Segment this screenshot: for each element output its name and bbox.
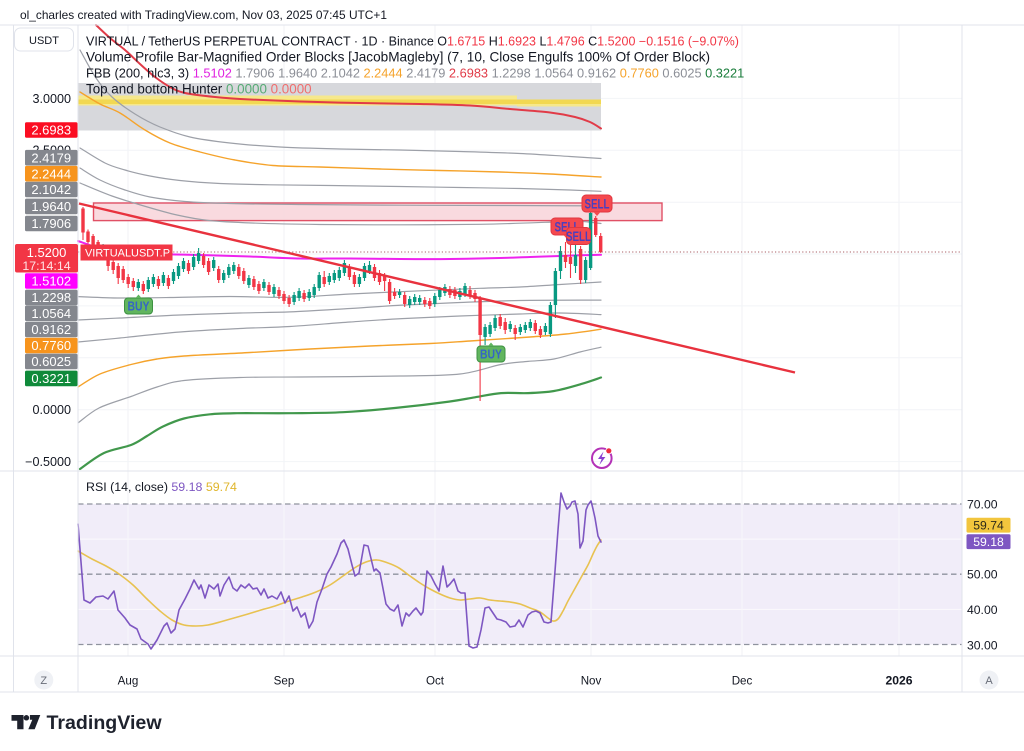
svg-text:2.1042: 2.1042 [31, 182, 71, 197]
svg-text:BUY: BUY [480, 347, 502, 362]
svg-text:Nov: Nov [581, 675, 602, 688]
svg-text:2.6983: 2.6983 [31, 123, 71, 138]
svg-text:0.7760: 0.7760 [31, 338, 71, 353]
svg-text:1.9640: 1.9640 [31, 199, 71, 214]
svg-text:17:14:14: 17:14:14 [22, 259, 70, 273]
svg-text:1.7906: 1.7906 [31, 216, 71, 231]
svg-text:59.18: 59.18 [973, 535, 1004, 549]
svg-text:Oct: Oct [426, 675, 445, 688]
svg-text:0.6025: 0.6025 [31, 354, 71, 369]
svg-text:40.00: 40.00 [967, 603, 998, 617]
svg-text:SELL: SELL [566, 228, 591, 244]
svg-text:1.5200: 1.5200 [27, 245, 67, 260]
svg-text:1.5102: 1.5102 [31, 274, 71, 289]
svg-text:59.74: 59.74 [973, 519, 1004, 533]
svg-text:Sep: Sep [274, 675, 295, 688]
svg-text:1.0564: 1.0564 [31, 306, 71, 321]
svg-text:VIRTUALUSDT.P: VIRTUALUSDT.P [85, 248, 170, 260]
svg-text:VIRTUAL / TetherUS PERPETUAL C: VIRTUAL / TetherUS PERPETUAL CONTRACT · … [86, 35, 739, 49]
svg-text:0.3221: 0.3221 [31, 371, 71, 386]
svg-text:2.4179: 2.4179 [31, 150, 71, 165]
svg-text:Aug: Aug [118, 675, 139, 688]
svg-text:BUY: BUY [128, 299, 150, 314]
svg-text:1.2298: 1.2298 [31, 290, 71, 305]
svg-text:0.9162: 0.9162 [31, 322, 71, 337]
svg-text:SELL: SELL [585, 196, 610, 212]
svg-text:3.0000: 3.0000 [32, 92, 71, 106]
svg-text:USDT: USDT [29, 35, 59, 47]
svg-text:RSI (14, close) 59.18 59.74: RSI (14, close) 59.18 59.74 [86, 480, 237, 494]
svg-text:ol_charles created with Tradin: ol_charles created with TradingView.com,… [20, 8, 387, 22]
svg-text:TradingView: TradingView [47, 712, 163, 734]
svg-text:−0.5000: −0.5000 [25, 455, 71, 469]
svg-text:2026: 2026 [885, 674, 912, 688]
svg-text:0.0000: 0.0000 [32, 403, 71, 417]
svg-text:FBB (200, hlc3, 3) 1.5102 1.79: FBB (200, hlc3, 3) 1.5102 1.7906 1.9640 … [86, 66, 744, 81]
svg-text:A: A [985, 675, 993, 687]
svg-text:Dec: Dec [732, 675, 753, 688]
svg-text:Volume Profile Bar-Magnified O: Volume Profile Bar-Magnified Order Block… [86, 50, 710, 65]
svg-text:30.00: 30.00 [967, 638, 998, 652]
svg-text:50.00: 50.00 [967, 568, 998, 582]
svg-text:Top and bottom Hunter 0.0000 0: Top and bottom Hunter 0.0000 0.0000 [86, 82, 312, 97]
svg-text:Z: Z [40, 675, 47, 687]
svg-text:70.00: 70.00 [967, 497, 998, 511]
svg-text:2.2444: 2.2444 [31, 166, 71, 181]
